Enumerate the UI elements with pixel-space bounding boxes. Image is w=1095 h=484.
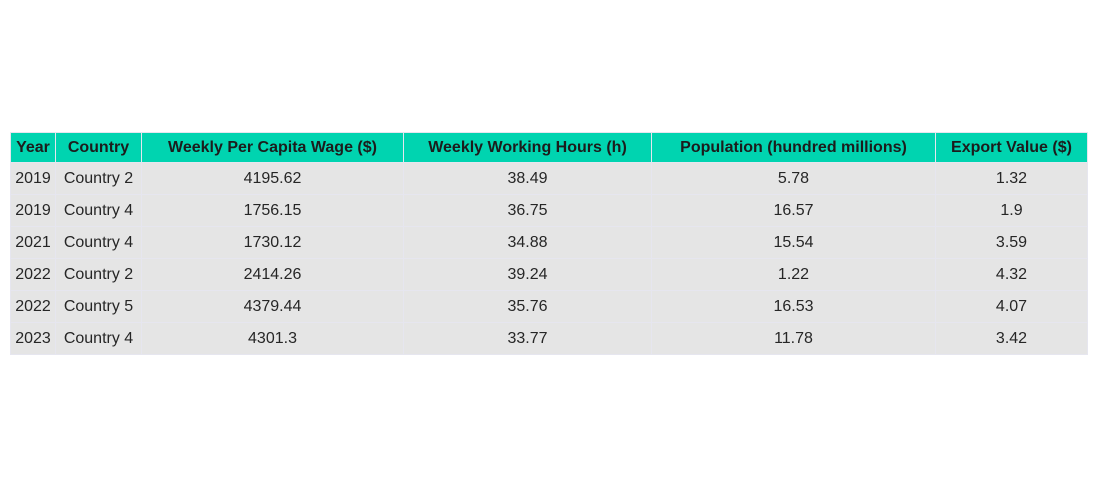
table-cell: 11.78 [651,322,936,355]
table-cell: 2023 [10,322,56,355]
table-cell: Country 4 [55,322,142,355]
table-cell: 15.54 [651,226,936,259]
table-header-row: Year Country Weekly Per Capita Wage ($) … [10,132,1088,163]
table-cell: 3.59 [935,226,1088,259]
data-table: Year Country Weekly Per Capita Wage ($) … [10,132,1088,355]
table-cell: 4.32 [935,258,1088,291]
table-cell: 2019 [10,194,56,227]
column-header-population: Population (hundred millions) [651,132,936,163]
table-cell: 16.57 [651,194,936,227]
table-cell: Country 2 [55,162,142,195]
table-cell: 35.76 [403,290,652,323]
column-header-export-value: Export Value ($) [935,132,1088,163]
table-cell: Country 4 [55,194,142,227]
table-cell: 16.53 [651,290,936,323]
table-cell: Country 5 [55,290,142,323]
table-row: 2023 Country 4 4301.3 33.77 11.78 3.42 [10,322,1088,355]
table-row: 2022 Country 2 2414.26 39.24 1.22 4.32 [10,258,1088,291]
table-row: 2019 Country 4 1756.15 36.75 16.57 1.9 [10,194,1088,227]
table-cell: 2021 [10,226,56,259]
column-header-weekly-hours: Weekly Working Hours (h) [403,132,652,163]
table-cell: 4.07 [935,290,1088,323]
table-cell: 1.32 [935,162,1088,195]
column-header-country: Country [55,132,142,163]
table-cell: 4301.3 [141,322,404,355]
table-cell: 4379.44 [141,290,404,323]
table-cell: 38.49 [403,162,652,195]
table-cell: Country 2 [55,258,142,291]
table-cell: Country 4 [55,226,142,259]
table-row: 2019 Country 2 4195.62 38.49 5.78 1.32 [10,162,1088,195]
table-cell: 1730.12 [141,226,404,259]
table-cell: 34.88 [403,226,652,259]
table-cell: 3.42 [935,322,1088,355]
table-cell: 1.22 [651,258,936,291]
table-cell: 36.75 [403,194,652,227]
table-cell: 1756.15 [141,194,404,227]
table-cell: 39.24 [403,258,652,291]
data-table-container: Year Country Weekly Per Capita Wage ($) … [10,132,1088,355]
table-row: 2021 Country 4 1730.12 34.88 15.54 3.59 [10,226,1088,259]
table-cell: 1.9 [935,194,1088,227]
column-header-weekly-wage: Weekly Per Capita Wage ($) [141,132,404,163]
table-cell: 2414.26 [141,258,404,291]
table-row: 2022 Country 5 4379.44 35.76 16.53 4.07 [10,290,1088,323]
table-cell: 2019 [10,162,56,195]
table-cell: 2022 [10,290,56,323]
table-cell: 2022 [10,258,56,291]
column-header-year: Year [10,132,56,163]
table-cell: 33.77 [403,322,652,355]
table-cell: 4195.62 [141,162,404,195]
table-cell: 5.78 [651,162,936,195]
